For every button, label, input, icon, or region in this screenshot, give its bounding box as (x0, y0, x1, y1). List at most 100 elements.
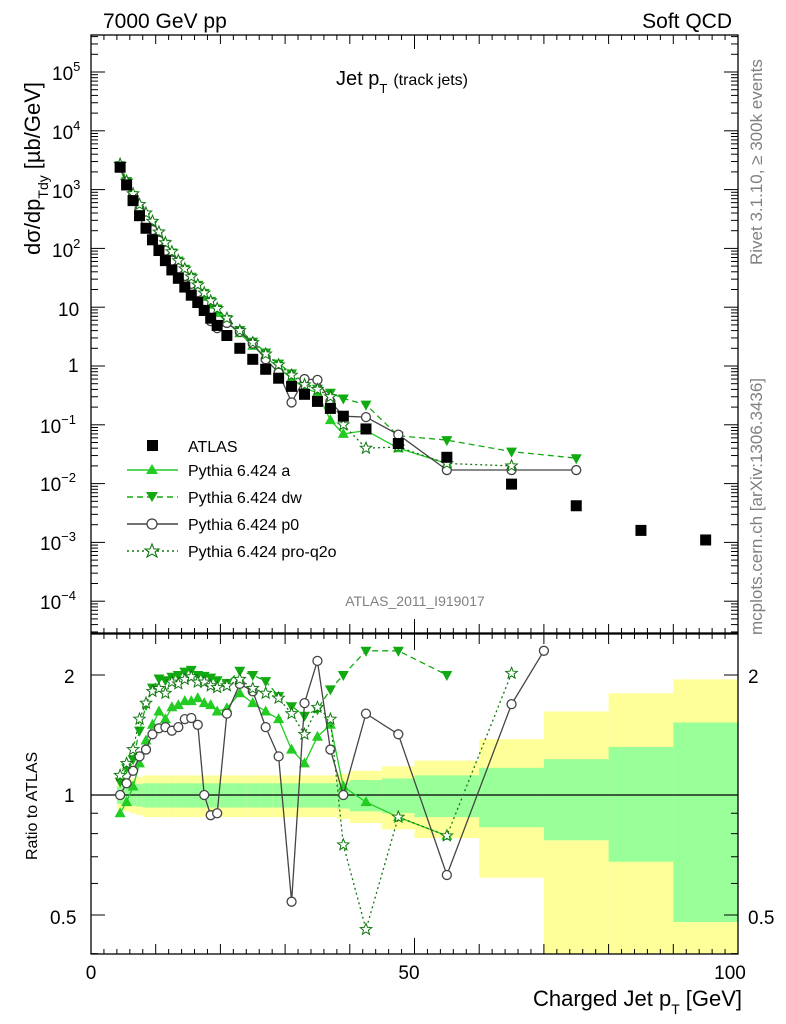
legend-label-a: Pythia 6.424 a (188, 463, 290, 480)
main-data-point (392, 438, 404, 450)
main-data-point (299, 388, 311, 400)
main-data-point (121, 179, 133, 191)
ratio-data-point (221, 708, 233, 719)
main-data-point (700, 534, 712, 546)
ratio-data-point (211, 705, 223, 716)
ratio-data-point (324, 685, 336, 696)
ratio-frame (90, 633, 739, 955)
legend-entry-pythia-a: Pythia 6.424 a (127, 463, 290, 480)
y-tick-1em1: 10−1 (40, 412, 76, 438)
ratio-band-inner (673, 722, 738, 923)
main-title: Jet pT (track jets) (336, 68, 468, 96)
main-data-point (171, 253, 186, 267)
ratio-data-point (134, 757, 146, 768)
ratio-band-inner (349, 780, 383, 812)
y-tick-1e4: 104 (52, 118, 80, 144)
main-data-point (311, 395, 323, 407)
ratio-data-point (312, 655, 323, 667)
ratio-band-inner (479, 767, 544, 828)
ratio-data-point (127, 765, 139, 776)
legend-marker-circle (146, 518, 158, 530)
main-y-label-b: [µb/GeV] (20, 82, 45, 169)
ratio-data-point (134, 751, 145, 762)
ratio-band-inner (382, 778, 415, 814)
legend-marker-triangle-up (146, 464, 158, 474)
main-data-point (177, 261, 192, 275)
y-tick-1em2: 10−2 (40, 470, 76, 496)
ratio-data-point (538, 645, 550, 656)
ratio-data-point (260, 721, 271, 733)
main-data-point (360, 411, 372, 423)
legend-label-atlas: ATLAS (188, 439, 238, 456)
main-data-point (247, 353, 259, 365)
ratio-data-point (284, 706, 299, 720)
ratio-data-point (286, 743, 298, 754)
main-data-point (211, 319, 223, 331)
ratio-uncertainty-bands (116, 679, 738, 954)
ratio-data-point (393, 729, 404, 740)
main-data-point (190, 277, 205, 291)
main-title-note: (track jets) (393, 72, 468, 89)
main-data-point (258, 346, 273, 361)
main-data-point (271, 357, 286, 371)
ratio-data-point (186, 712, 197, 724)
main-data-point (185, 289, 197, 301)
ratio-data-point (337, 780, 349, 791)
main-data-point (570, 500, 582, 512)
main-data-point (234, 342, 246, 354)
main-data-point (203, 293, 218, 307)
main-data-point (192, 297, 204, 309)
main-data-point (198, 304, 210, 316)
ratio-data-point (234, 687, 246, 698)
ratio-data-point (234, 666, 246, 677)
y-tick-1em4: 10−4 (40, 588, 76, 614)
ratio-series-line (119, 650, 448, 782)
ratio-data-point (210, 680, 225, 694)
ratio-data-point (360, 646, 372, 657)
main-data-point (324, 402, 336, 414)
main-data-point (441, 451, 453, 463)
ratio-data-point (359, 922, 374, 936)
main-y-label-sub: Tdy (35, 175, 51, 198)
main-data-point (127, 195, 139, 207)
main-title-sub: T (379, 81, 387, 96)
legend-label-pro-q2o: Pythia 6.424 pro-q2o (188, 544, 337, 561)
legend-entry-atlas: ATLAS (147, 439, 238, 456)
ratio-data-point (159, 713, 171, 724)
x-tick-50: 50 (398, 963, 419, 984)
ratio-data-point (273, 713, 285, 724)
main-data-point (164, 244, 179, 258)
ratio-data-point (192, 692, 204, 703)
ratio-data-point (173, 721, 184, 733)
ratio-series-2 (114, 645, 550, 907)
ratio-data-point (127, 780, 139, 791)
ratio-data-point (121, 778, 132, 789)
ratio-band-inner (543, 759, 609, 841)
main-data-point (297, 377, 312, 391)
ratio-y-tick-05: 0.5 (50, 908, 76, 929)
legend-label-p0: Pythia 6.424 p0 (188, 517, 299, 534)
x-tick-0: 0 (86, 963, 97, 984)
ratio-data-point (184, 669, 199, 683)
ratio-data-point (125, 742, 141, 756)
main-data-point (219, 310, 234, 325)
main-data-point (146, 234, 158, 246)
ratio-data-point (392, 646, 404, 657)
ratio-data-point (139, 695, 153, 710)
ratio-data-point (441, 869, 453, 881)
main-data-point (179, 281, 191, 293)
main-data-point (635, 524, 647, 536)
header-left: 7000 GeV pp (103, 10, 227, 33)
main-data-point (273, 372, 285, 384)
ratio-panel: Ratio to ATLAS 2 1 0.5 2 0.5 0 50 100 Ch… (24, 633, 774, 1017)
ratio-data-point (271, 690, 286, 705)
main-series-0 (114, 161, 712, 546)
main-data-point (260, 363, 272, 375)
main-data-point (172, 272, 184, 284)
main-series-4 (113, 156, 519, 472)
ratio-data-point (245, 681, 260, 695)
legend: ATLAS Pythia 6.424 a Pythia 6.424 dw Pyt… (127, 439, 337, 561)
ratio-y-axis-label: Ratio to ATLAS (24, 752, 41, 860)
ratio-data-point (114, 807, 126, 818)
ratio-y-tick-05-right: 0.5 (748, 908, 774, 929)
